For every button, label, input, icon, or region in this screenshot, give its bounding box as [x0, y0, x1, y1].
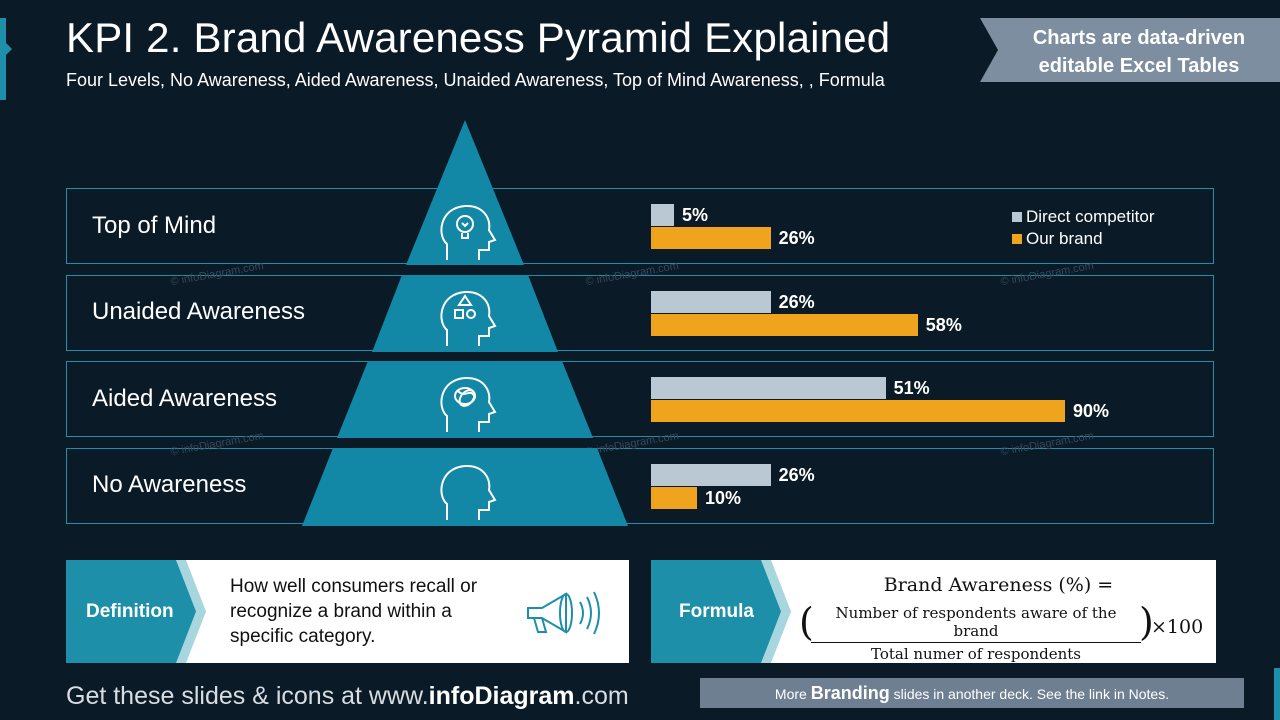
- legend-item-competitor: Direct competitor: [1012, 206, 1154, 228]
- level-label-no-awareness: No Awareness: [92, 471, 247, 498]
- footer-brand: infoDiagram: [428, 682, 575, 710]
- pyramid-tier-top: [406, 120, 524, 265]
- formula-denominator: Total numer of respondents: [870, 645, 1082, 663]
- legend-label-our-brand: Our brand: [1026, 229, 1103, 248]
- footer-link[interactable]: Get these slides & icons at www.infoDiag…: [66, 682, 629, 711]
- bar-value-label: 58%: [925, 315, 962, 335]
- ribbon-line-2: editable Excel Tables: [1038, 55, 1240, 77]
- chart-legend: Direct competitor Our brand: [1012, 206, 1154, 250]
- formula-multiplier: ×100: [1151, 616, 1204, 638]
- bar-value-label: 26%: [778, 465, 815, 485]
- head-empty-icon: [440, 464, 497, 520]
- footer-suffix: .com: [574, 682, 629, 710]
- notes-banner: More Branding slides in another deck. Se…: [700, 678, 1244, 708]
- bar-value-label: 51%: [893, 378, 930, 398]
- bar-our-brand: [651, 400, 1065, 422]
- bar-competitor: [651, 204, 674, 226]
- data-driven-ribbon: Charts are data-driven editable Excel Ta…: [980, 18, 1280, 82]
- level-row-no-awareness: [66, 448, 1214, 524]
- bar-our-brand: [651, 487, 697, 509]
- legend-item-our-brand: Our brand: [1012, 228, 1154, 250]
- corner-accent: [1274, 668, 1280, 720]
- note-bold: Branding: [810, 683, 890, 703]
- slide-subtitle: Four Levels, No Awareness, Aided Awarene…: [66, 70, 885, 90]
- bar-our-brand: [651, 314, 918, 336]
- left-accent-bar: [0, 18, 12, 100]
- note-prefix: More: [774, 686, 811, 702]
- head-shapes-icon: [440, 290, 497, 346]
- formula-heading: Brand Awareness (%) =: [883, 574, 1114, 596]
- formula-card: Formula Brand Awareness (%) = ( Number o…: [651, 560, 1216, 663]
- head-lightbulb-icon: [440, 204, 497, 260]
- megaphone-icon: [527, 591, 600, 635]
- bar-value-label: 5%: [682, 205, 709, 225]
- note-suffix: slides in another deck. See the link in …: [889, 686, 1170, 702]
- definition-tag: [66, 560, 206, 663]
- slide-title: KPI 2. Brand Awareness Pyramid Explained: [66, 14, 891, 61]
- footer-prefix: Get these slides & icons at www.: [66, 682, 429, 710]
- formula-open-paren: (: [799, 600, 814, 644]
- ribbon-line-1: Charts are data-driven: [1032, 27, 1246, 49]
- bar-competitor: [651, 464, 771, 486]
- legend-swatch-competitor: [1012, 212, 1022, 222]
- bar-value-label: 90%: [1073, 401, 1110, 421]
- bar-value-label: 10%: [705, 488, 742, 508]
- legend-label-competitor: Direct competitor: [1026, 207, 1155, 226]
- formula-numerator: Number of respondents aware of the brand: [811, 604, 1141, 643]
- bar-value-label: 26%: [778, 228, 815, 248]
- level-label-unaided: Unaided Awareness: [92, 298, 306, 325]
- pyramid-tier-4: [302, 448, 628, 526]
- level-label-top-of-mind: Top of Mind: [92, 212, 217, 239]
- pyramid-tier-2: [372, 275, 558, 352]
- bar-value-label: 26%: [778, 292, 815, 312]
- definition-tag-label: Definition: [86, 601, 174, 622]
- bar-our-brand: [651, 227, 771, 249]
- formula-close-paren: ): [1139, 600, 1154, 644]
- definition-card: Definition How well consumers recall or …: [66, 560, 629, 663]
- definition-text: How well consumers recall or recognize a…: [230, 576, 478, 647]
- formula-fraction: Number of respondents aware of the brand…: [811, 604, 1141, 663]
- bar-competitor: [651, 291, 771, 313]
- level-row-unaided: [66, 275, 1214, 351]
- head-scribble-icon: [440, 376, 497, 432]
- level-row-aided: [66, 361, 1214, 437]
- pyramid-tier-3: [337, 361, 593, 438]
- formula-tag-label: Formula: [679, 601, 754, 622]
- bar-competitor: [651, 377, 886, 399]
- level-label-aided: Aided Awareness: [92, 385, 278, 412]
- level-row-top-of-mind: [66, 188, 1214, 264]
- legend-swatch-our-brand: [1012, 234, 1022, 244]
